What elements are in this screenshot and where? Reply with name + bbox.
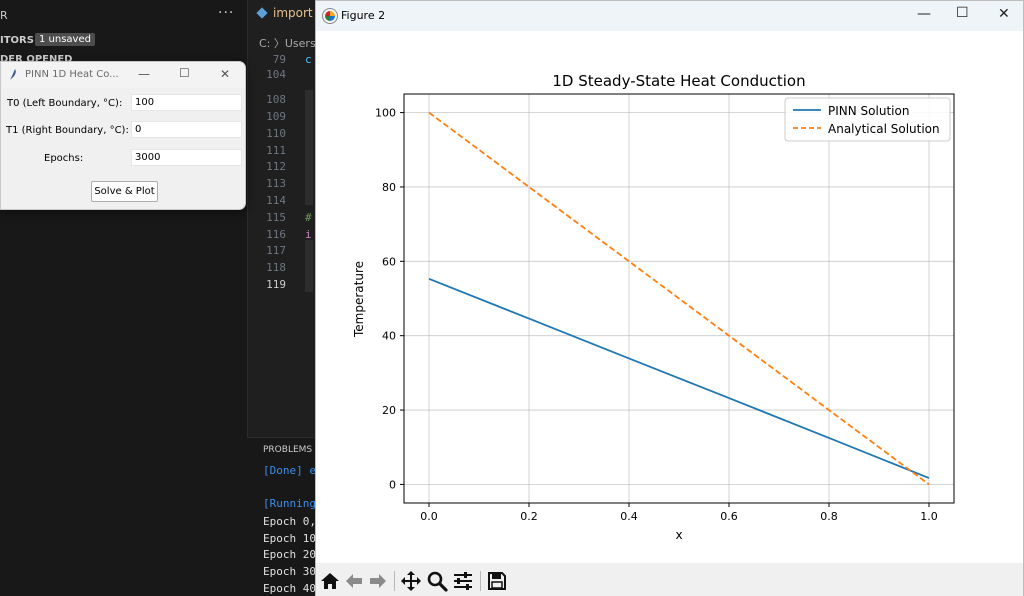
maximize-icon[interactable]: ☐: [956, 5, 969, 21]
line-number: 110: [266, 127, 286, 140]
breadcrumb[interactable]: C: 〉Users: [259, 37, 316, 50]
zoom-icon[interactable]: [426, 570, 448, 592]
t1-input[interactable]: [131, 121, 242, 138]
line-number: 113: [266, 177, 286, 190]
y-tick-label: 40: [382, 330, 396, 343]
close-icon[interactable]: ✕: [220, 67, 231, 81]
solve-plot-button[interactable]: Solve & Plot: [91, 181, 158, 202]
tk-feather-icon: [10, 69, 16, 80]
line-number: 119: [266, 278, 286, 291]
line-number: 79: [272, 53, 286, 66]
line-number: 109: [266, 110, 286, 123]
save-icon[interactable]: [486, 570, 508, 592]
t0-input[interactable]: [131, 94, 242, 111]
x-tick-label: 0.0: [420, 510, 438, 523]
t1-label: T1 (Right Boundary, °C):: [6, 125, 129, 136]
line-number: 104: [266, 68, 286, 81]
output-line: Epoch 30: [263, 565, 316, 578]
epochs-label: Epochs:: [44, 153, 84, 164]
line-number: 112: [266, 160, 286, 173]
code-block: [305, 240, 313, 292]
figure-toolbar: [316, 563, 1023, 596]
output-line: [Running: [263, 497, 316, 510]
terminal-panel: [247, 437, 327, 596]
x-axis-label: x: [675, 528, 682, 542]
figure-titlebar[interactable]: Figure 2 — ☐ ✕: [316, 1, 1023, 31]
tk-titlebar[interactable]: PINN 1D Heat Co... — ☐ ✕: [1, 62, 245, 88]
line-number: 115: [266, 211, 286, 224]
y-axis-label: Temperature: [352, 261, 366, 338]
chart-title: 1D Steady-State Heat Conduction: [552, 72, 805, 90]
explorer-header: R: [0, 9, 8, 22]
x-tick-label: 0.8: [820, 510, 838, 523]
x-tick-label: 0.4: [620, 510, 638, 523]
line-number: 111: [266, 144, 286, 157]
figure-title: Figure 2: [341, 9, 386, 22]
figure-canvas[interactable]: 0.0 0.2 0.4 0.6 0.8 1.0 0 20 40 60 80 100 1D Stead…: [316, 31, 1023, 563]
y-tick-label: 20: [382, 404, 396, 417]
legend-box: [784, 97, 951, 142]
x-tick-label: 1.0: [920, 510, 938, 523]
minimize-icon[interactable]: —: [917, 6, 931, 22]
plot-lines: [428, 111, 930, 486]
toolbar-separator: [394, 571, 395, 591]
home-icon[interactable]: [319, 570, 341, 592]
output-line: Epoch 20: [263, 548, 316, 561]
close-icon[interactable]: ✕: [998, 6, 1010, 22]
grid: [404, 94, 954, 503]
minimize-icon[interactable]: —: [138, 67, 150, 81]
output-line: [Done] e: [263, 464, 316, 477]
output-line: Epoch 40: [263, 582, 316, 595]
y-tick-label: 60: [382, 255, 396, 268]
x-tick-label: 0.6: [720, 510, 738, 523]
maximize-icon[interactable]: ☐: [179, 66, 190, 80]
t0-label: T0 (Left Boundary, °C):: [7, 98, 123, 109]
axes-frame: [403, 93, 955, 504]
output-line: Epoch 10: [263, 532, 316, 545]
output-line: Epoch 0,: [263, 515, 316, 528]
back-arrow-icon[interactable]: [343, 570, 365, 592]
pan-icon[interactable]: [400, 570, 422, 592]
tk-dialog-window: PINN 1D Heat Co... — ☐ ✕ T0 (Left Bounda…: [0, 61, 246, 210]
x-tick-label: 0.2: [520, 510, 538, 523]
open-editors-header[interactable]: ITORS: [0, 35, 34, 46]
epochs-input[interactable]: [131, 149, 242, 166]
configure-subplots-icon[interactable]: [452, 570, 474, 592]
code-text: c: [305, 53, 312, 66]
matplotlib-logo-icon: [325, 11, 335, 21]
x-ticks: 0.0 0.2 0.4 0.6 0.8 1.0: [420, 503, 938, 523]
problems-tab[interactable]: PROBLEMS: [263, 445, 313, 455]
y-tick-label: 80: [382, 181, 396, 194]
editor-tab[interactable]: import r: [273, 6, 322, 20]
figure-window: Figure 2 — ☐ ✕ 0.0 0.2 0.4 0.6 0.8 1.0 0 20 40 6…: [315, 0, 1024, 596]
code-comment: #: [305, 211, 312, 224]
series-line-0: [428, 277, 930, 479]
no-folder-header[interactable]: DER OPENED: [0, 54, 73, 65]
y-tick-label: 100: [375, 107, 396, 120]
legend-label-pinn: PINN Solution: [828, 104, 909, 118]
line-number: 114: [266, 194, 286, 207]
line-number: 118: [266, 261, 286, 274]
code-block: [305, 90, 313, 205]
more-actions-icon[interactable]: ···: [218, 5, 235, 21]
toolbar-separator: [480, 571, 481, 591]
line-number: 117: [266, 244, 286, 257]
forward-arrow-icon[interactable]: [367, 570, 389, 592]
legend-label-analytical: Analytical Solution: [828, 122, 940, 136]
line-number: 108: [266, 93, 286, 106]
tk-window-title: PINN 1D Heat Co...: [25, 69, 119, 80]
legend: PINN Solution Analytical Solution: [784, 97, 951, 142]
line-number: 116: [266, 228, 286, 241]
unsaved-badge: 1 unsaved: [35, 33, 95, 46]
series-line-1: [428, 111, 930, 486]
y-tick-label: 0: [389, 478, 396, 491]
code-keyword: i: [305, 228, 312, 241]
y-ticks: 0 20 40 60 80 100: [375, 107, 404, 491]
